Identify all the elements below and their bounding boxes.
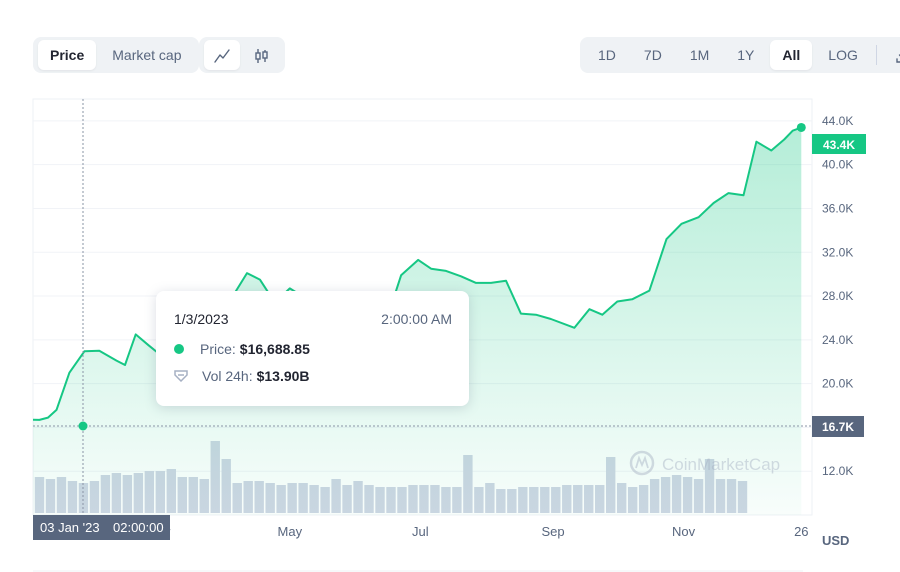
current-price-label: 43.4K (823, 138, 855, 152)
download-icon (896, 54, 900, 63)
y-tick-label: 40.0K (822, 158, 853, 172)
tab-price[interactable]: Price (38, 40, 97, 70)
chart-tooltip: 1/3/2023 2:00:00 AM Price: $16,688.85 Vo… (156, 291, 469, 406)
price-line (32, 126, 802, 421)
y-tick-label: 44.0K (822, 114, 853, 128)
line-chart-icon (214, 49, 230, 63)
chart-style-toggle (199, 37, 285, 73)
chart-type-toggle: Price Market cap (33, 37, 199, 73)
tooltip-volume-label: Vol 24h: (202, 368, 253, 384)
current-price-badge (812, 134, 866, 154)
tab-market-cap[interactable]: Market cap (112, 47, 182, 63)
y-tick-label: 12.0K (822, 464, 853, 478)
tooltip-volume-value: $13.90B (256, 368, 310, 384)
price-dot-icon (174, 344, 184, 354)
tooltip-price-row: Price: $16,688.85 (174, 341, 310, 357)
range-1m[interactable]: 1M (689, 47, 710, 63)
time-range-toggle: 1D 7D 1M 1Y All LOG (580, 37, 900, 73)
line-chart-button[interactable] (204, 40, 240, 70)
x-tick-label: May (278, 524, 303, 539)
watermark-logo-icon (629, 450, 655, 476)
candlestick-button[interactable] (244, 40, 280, 70)
x-tick-label: Sep (541, 524, 564, 539)
tooltip-time: 2:00:00 AM (381, 311, 452, 327)
x-axis-ticks: MarMayJulSepNov26 (148, 524, 808, 539)
x-tick-label: Jul (412, 524, 429, 539)
watermark-text: CoinMarketCap (662, 455, 780, 474)
crosshair-x-badge (33, 515, 170, 540)
currency-label: USD (822, 533, 849, 548)
watermark: CoinMarketCap (629, 450, 780, 476)
tooltip-price-value: $16,688.85 (239, 341, 310, 357)
crosshair-x-time: 02:00:00 (113, 520, 164, 535)
toolbar-divider (875, 45, 877, 65)
range-1d[interactable]: 1D (598, 47, 616, 63)
candlestick-icon (255, 49, 268, 64)
y-tick-label: 24.0K (822, 333, 853, 347)
range-7d[interactable]: 7D (643, 47, 662, 63)
crosshair-y-badge (812, 416, 864, 437)
range-1y[interactable]: 1Y (737, 47, 755, 63)
x-tick-label: 26 (794, 524, 808, 539)
crosshair-y-label: 16.7K (822, 420, 854, 434)
y-tick-label: 32.0K (822, 245, 853, 259)
last-price-point (796, 122, 806, 132)
volume-icon (174, 370, 188, 382)
x-tick-label: Nov (672, 524, 696, 539)
y-tick-label: 36.0K (822, 201, 853, 215)
log-scale-button[interactable]: LOG (828, 47, 858, 63)
crosshair-point (78, 421, 88, 431)
tooltip-volume-row: Vol 24h: $13.90B (174, 368, 310, 384)
y-tick-label: 28.0K (822, 289, 853, 303)
tooltip-price-label: Price: (200, 341, 236, 357)
y-tick-label: 20.0K (822, 377, 853, 391)
watermark-logo-mark (635, 455, 649, 469)
range-all[interactable]: All (770, 40, 813, 70)
download-button[interactable] (883, 40, 900, 70)
tooltip-date: 1/3/2023 (174, 311, 229, 327)
crosshair-x-date: 03 Jan '23 (40, 520, 100, 535)
